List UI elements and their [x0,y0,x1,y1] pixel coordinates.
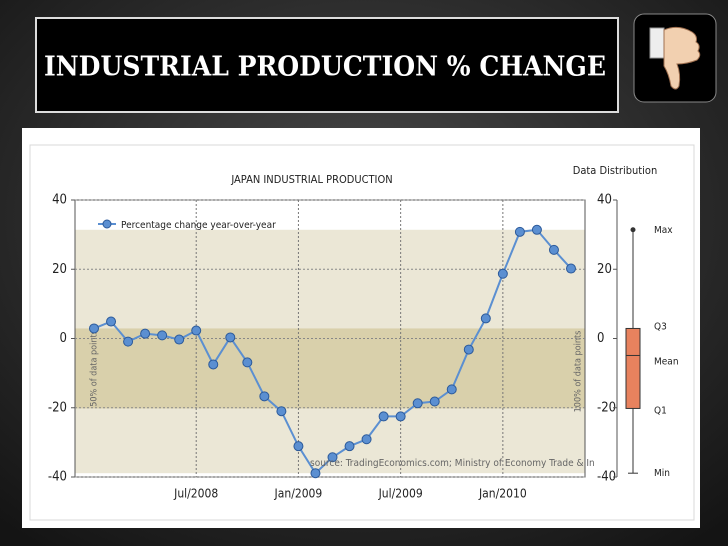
chart: 50% of data points 100% of data points 40 2… [48,164,679,501]
data-point [531,224,542,235]
x-tick-label: Jan/2010 [478,487,527,501]
legend-label: Percentage change year-over-year [121,220,276,231]
data-point [548,244,559,255]
data-point [140,328,151,339]
data-point [463,344,474,355]
data-point [378,411,389,422]
distribution-label: Max [654,225,673,236]
data-point [429,396,440,407]
legend-marker [102,219,112,229]
data-point [157,330,168,341]
data-point [106,316,117,327]
distribution-tick-label: 20 [597,262,612,277]
data-point [327,452,338,463]
y-tick-label: -40 [48,470,67,485]
data-point [310,468,321,479]
distribution-tick-label: 0 [597,331,604,346]
data-point [123,336,134,347]
x-tick-label: Jul/2009 [378,487,423,501]
y-tick-label: -20 [48,400,67,415]
distribution-label: Q3 [654,321,667,332]
data-point [566,263,576,274]
y-tick-label: 40 [52,193,67,208]
data-point [497,268,508,279]
data-point [89,323,99,334]
thumb-icon [633,13,717,103]
data-point [344,441,355,452]
data-point [191,325,202,336]
distribution-title: Data Distribution [573,164,658,177]
title-box [35,17,619,113]
distribution-tick-label: -20 [597,400,616,415]
band [75,328,585,409]
data-point [480,313,491,324]
box [625,327,641,409]
distribution-tick-label: 40 [597,193,612,208]
distribution-label: Mean [654,356,679,367]
data-point [412,398,423,409]
data-point [293,441,304,452]
data-point [174,334,185,345]
chart-title: JAPAN INDUSTRIAL PRODUCTION [230,173,392,186]
band-label: 100% of data points [574,331,584,413]
distribution-label: Q1 [654,405,667,416]
distribution-label: Min [654,468,670,479]
band-label: 50% of data points [90,330,100,407]
y-tick-label: 20 [52,262,67,277]
data-point [361,434,372,445]
data-point [446,384,457,395]
distribution-tick-label: -40 [597,470,616,485]
data-point [208,359,219,370]
x-tick-label: Jan/2009 [274,487,323,501]
data-point [242,357,253,368]
slide-title: INDUSTRIAL PRODUCTION % CHANGE [44,52,606,83]
data-point [514,226,525,237]
source: source: TradingEconomics.com; Ministry o… [310,458,595,469]
data-point [395,411,406,422]
max-marker [630,227,636,233]
data-point [276,406,287,417]
data-point [259,391,270,402]
y-tick-label: 0 [60,331,67,346]
x-tick-label: Jul/2008 [173,487,218,501]
data-point [225,332,236,343]
